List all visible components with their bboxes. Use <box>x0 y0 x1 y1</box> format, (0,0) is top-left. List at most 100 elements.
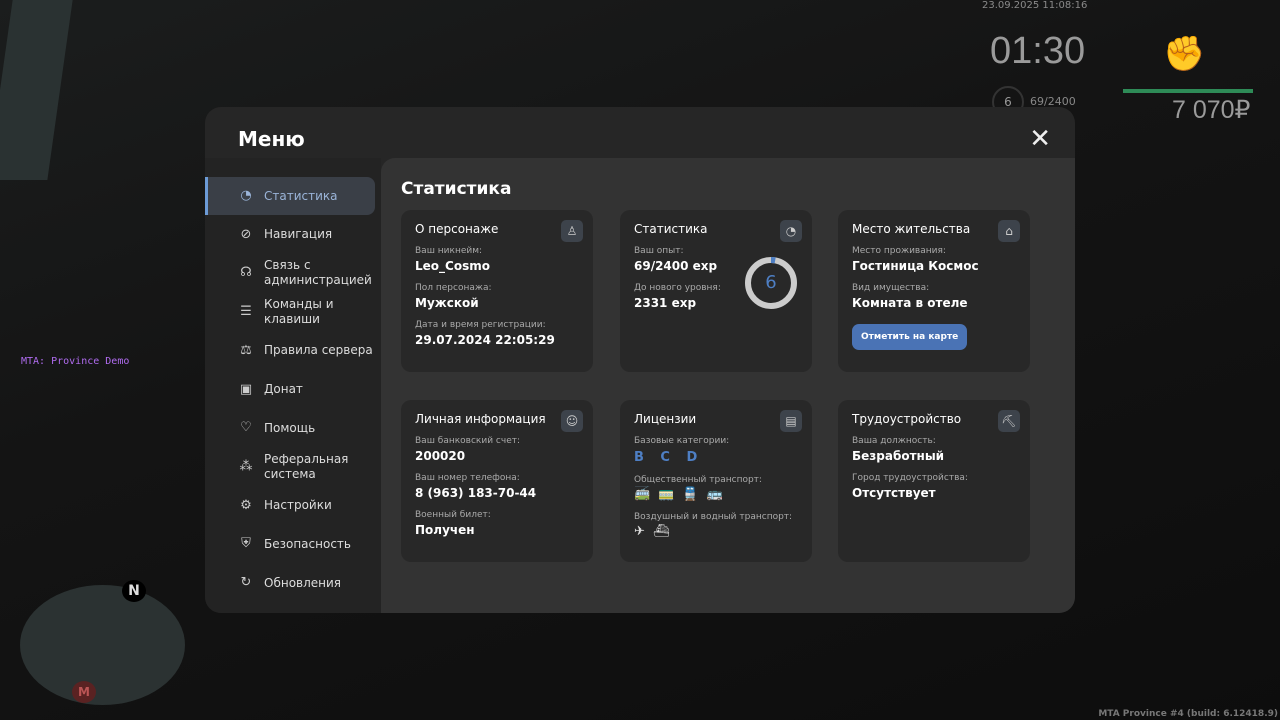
position-value: Безработный <box>852 449 945 463</box>
headset-icon: ☊ <box>240 265 252 281</box>
pickaxe-icon: ⛏ <box>998 410 1020 432</box>
phone-value: 8 (963) 183-70-44 <box>415 486 537 500</box>
content-panel: Статистика О персонаже ♙ Ваш никнейм: Le… <box>381 158 1075 613</box>
sidebar: ◔ Статистика ⊘ Навигация ☊ Связь с администра… <box>205 158 381 613</box>
sidebar-item-label: Навигация <box>264 227 333 242</box>
hud-datetime: 23.09.2025 11:08:16 <box>982 0 1088 11</box>
base-categories: B C D <box>634 450 704 465</box>
place-label: Место проживания: <box>852 246 946 256</box>
build-info: MTA Province #4 (build: 6.12418.9) <box>1098 709 1278 719</box>
sidebar-item-label: Обновления <box>264 575 342 590</box>
nick-value: Leo_Cosmo <box>415 259 490 273</box>
raised-fist-icon: ✊ <box>1163 34 1206 74</box>
exp-value: 69/2400 exp <box>634 259 718 273</box>
next-level-value: 2331 exp <box>634 296 697 310</box>
page-title: Статистика <box>401 179 512 199</box>
sidebar-item-2[interactable]: ☊ Связь с администрацией <box>205 254 375 292</box>
reg-label: Дата и время регистрации: <box>415 320 546 330</box>
sidebar-item-8[interactable]: ⚙ Настройки <box>205 487 375 525</box>
sidebar-item-label: Реферальная система <box>264 451 349 481</box>
license-icon: ▤ <box>780 410 802 432</box>
air-water-label: Воздушный и водный транспорт: <box>634 512 793 522</box>
refresh-check-icon: ↻ <box>240 575 252 590</box>
mark-on-map-button[interactable]: Отметить на карте <box>852 324 968 350</box>
health-bar <box>1123 89 1253 93</box>
heart-hand-icon: ♡ <box>240 420 252 436</box>
hud-exp: 69/2400 <box>1030 95 1076 108</box>
card-title: Статистика <box>634 222 708 236</box>
document-icon: ☰ <box>240 304 252 320</box>
sidebar-item-0[interactable]: ◔ Статистика <box>205 177 375 215</box>
bank-label: Ваш банковский счет: <box>415 436 521 446</box>
sidebar-item-label: Донат <box>264 382 303 396</box>
position-label: Ваша должность: <box>852 436 936 446</box>
card-character: О персонаже ♙ Ваш никнейм: Leo_Cosmo Пол… <box>401 210 593 372</box>
level-progress-ring <box>745 257 797 309</box>
sidebar-item-10[interactable]: ↻ Обновления <box>205 564 375 602</box>
military-label: Военный билет: <box>415 510 491 520</box>
job-city-label: Город трудоустройства: <box>852 473 968 483</box>
next-level-label: До нового уровня: <box>634 283 721 293</box>
level-value: 6 <box>765 272 777 293</box>
hud-clock: 01:30 <box>990 30 1086 72</box>
sidebar-item-label: Правила сервера <box>264 343 373 358</box>
card-residence: Место жительства ⌂ Место проживания: Гос… <box>838 210 1030 372</box>
card-title: Лицензии <box>634 412 697 426</box>
card-personal: Личная информация ☺ Ваш банковский счет:… <box>401 400 593 562</box>
property-type-label: Вид имущества: <box>852 283 930 293</box>
metro-icon: M <box>72 681 96 703</box>
sidebar-item-label: Статистика <box>264 188 338 203</box>
close-icon[interactable]: ✕ <box>1029 124 1051 154</box>
card-stats: Статистика ◔ Ваш опыт: 69/2400 exp До но… <box>620 210 812 372</box>
sidebar-item-6[interactable]: ♡ Помощь <box>205 409 375 447</box>
minimap <box>20 585 185 705</box>
exp-label: Ваш опыт: <box>634 246 684 256</box>
north-icon: N <box>122 580 146 602</box>
card-title: О персонаже <box>415 222 499 236</box>
sex-label: Пол персонажа: <box>415 283 492 293</box>
sidebar-item-label: Команды и клавиши <box>264 297 334 327</box>
card-title: Трудоустройство <box>852 412 962 426</box>
sidebar-item-label: Помощь <box>264 420 316 435</box>
home-icon: ⌂ <box>998 220 1020 242</box>
public-transport-icons: 🚎🚃🚆🚌 <box>634 487 731 502</box>
bank-value: 200020 <box>415 449 466 463</box>
job-city-value: Отсутствует <box>852 486 936 500</box>
menu-modal: Меню ✕ ◔ Статистика ⊘ Навигация ☊ Связь с адм… <box>205 107 1075 613</box>
sidebar-item-7[interactable]: ⁂ Реферальная система <box>205 448 375 486</box>
referral-icon: ⁂ <box>239 458 253 474</box>
sidebar-item-label: Безопасность <box>264 536 351 551</box>
card-title: Место жительства <box>852 222 971 236</box>
sidebar-item-5[interactable]: ▣ Донат <box>205 371 375 409</box>
public-transport-label: Общественный транспорт: <box>634 475 762 485</box>
sidebar-item-label: Связь с администрацией <box>264 258 372 288</box>
sidebar-item-3[interactable]: ☰ Команды и клавиши <box>205 293 375 331</box>
menu-title: Меню <box>238 127 305 151</box>
scales-icon: ⚖ <box>240 342 252 358</box>
user-icon: ♙ <box>561 220 583 242</box>
card-job: Трудоустройство ⛏ Ваша должность: Безраб… <box>838 400 1030 562</box>
pie-chart-icon: ◔ <box>780 220 802 242</box>
base-categories-label: Базовые категории: <box>634 436 730 446</box>
nick-label: Ваш никнейм: <box>415 246 483 256</box>
user-circle-icon: ☺ <box>561 410 583 432</box>
server-label: MTA: Province Demo <box>21 356 130 367</box>
card-title: Личная информация <box>415 412 546 426</box>
sidebar-item-label: Настройки <box>264 498 332 513</box>
shield-icon: ⛨ <box>241 536 251 552</box>
wallet-icon: ▣ <box>239 381 253 397</box>
phone-label: Ваш номер телефона: <box>415 473 520 483</box>
sidebar-item-1[interactable]: ⊘ Навигация <box>205 216 375 254</box>
military-value: Получен <box>415 523 475 537</box>
air-water-icons: ✈⛴ <box>634 524 678 539</box>
hud-money: 7 070₽ <box>1172 96 1251 124</box>
place-value: Гостиница Космос <box>852 259 979 273</box>
reg-value: 29.07.2024 22:05:29 <box>415 333 555 347</box>
card-licenses: Лицензии ▤ Базовые категории: B C D Обще… <box>620 400 812 562</box>
sidebar-item-4[interactable]: ⚖ Правила сервера <box>205 332 375 370</box>
gear-icon: ⚙ <box>240 497 252 513</box>
compass-icon: ⊘ <box>240 226 252 242</box>
sidebar-item-9[interactable]: ⛨ Безопасность <box>205 525 375 563</box>
property-type-value: Комната в отеле <box>852 296 968 310</box>
sex-value: Мужской <box>415 296 479 310</box>
